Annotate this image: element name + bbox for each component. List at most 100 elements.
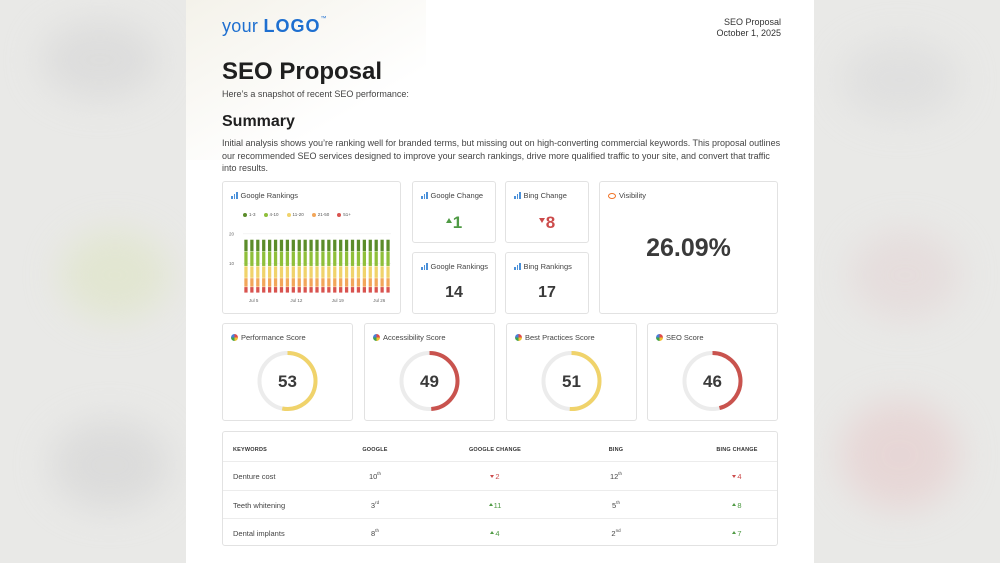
score-title: Performance Score bbox=[231, 333, 306, 342]
bar-segment bbox=[368, 287, 372, 293]
y-tick-label: 20 bbox=[229, 231, 235, 236]
bar-segment bbox=[321, 251, 325, 266]
bar-segment bbox=[362, 266, 366, 278]
arrow-up-icon bbox=[732, 531, 737, 535]
bar-segment bbox=[362, 251, 366, 266]
visibility-title: Visibility bbox=[608, 191, 646, 200]
legend-item: 4-10 bbox=[263, 212, 279, 217]
bar-segment bbox=[315, 278, 319, 287]
bar-segment bbox=[344, 239, 349, 252]
bing-rank-cell: 5th bbox=[576, 500, 656, 510]
bar-segment bbox=[309, 266, 313, 278]
bar-segment bbox=[344, 266, 349, 278]
bar-segment bbox=[297, 266, 301, 278]
score-value: 46 bbox=[703, 372, 722, 391]
document-meta: SEO Proposal October 1, 2025 bbox=[716, 17, 781, 39]
bar-segment bbox=[333, 251, 337, 266]
bar-segment bbox=[374, 239, 378, 252]
keyword-cell: Denture cost bbox=[233, 472, 276, 481]
bar-segment bbox=[309, 239, 313, 252]
bing-change: 8 bbox=[737, 500, 742, 510]
page-title: SEO Proposal bbox=[222, 58, 383, 85]
bar-segment bbox=[374, 266, 378, 278]
bing-rank: 2 bbox=[611, 528, 616, 538]
score-title: Best Practices Score bbox=[515, 333, 595, 342]
legend-swatch bbox=[243, 212, 247, 217]
bar-chart-icon bbox=[514, 192, 521, 199]
lighthouse-icon bbox=[656, 334, 663, 341]
bar-segment bbox=[279, 239, 284, 252]
bar-segment bbox=[386, 287, 390, 293]
google-rank-cell: 10th bbox=[335, 471, 415, 481]
bar-segment bbox=[344, 278, 349, 287]
x-tick-label: Jul 5 bbox=[249, 298, 259, 303]
bar-segment bbox=[327, 266, 331, 278]
bing-rank-cell: 12th bbox=[576, 471, 656, 481]
bar-segment bbox=[244, 266, 248, 278]
google-rankings-value: 14 bbox=[445, 284, 463, 301]
x-tick-label: Jul 19 bbox=[332, 298, 345, 303]
bar-segment bbox=[297, 251, 301, 266]
bar-segment bbox=[327, 239, 331, 252]
google-rankings-card: Google Rankings 14 bbox=[412, 252, 496, 314]
bar-segment bbox=[386, 278, 390, 287]
bar-segment bbox=[291, 239, 295, 252]
ordinal-suffix: th bbox=[618, 471, 623, 476]
bar-segment bbox=[279, 266, 284, 278]
score-gauge bbox=[682, 351, 743, 411]
bar-segment bbox=[285, 239, 290, 252]
bar-segment bbox=[273, 239, 278, 252]
bar-segment bbox=[386, 266, 390, 278]
lighthouse-icon bbox=[231, 334, 238, 341]
bar-segment bbox=[250, 266, 254, 278]
header-bing-change: BING CHANGE bbox=[716, 447, 758, 453]
logo-prefix: your bbox=[222, 16, 259, 36]
bing-change: 7 bbox=[737, 528, 742, 538]
legend-swatch bbox=[311, 212, 316, 217]
bing-change-value: 8 bbox=[545, 213, 556, 232]
gauge-arc bbox=[281, 351, 318, 411]
bar-segment bbox=[380, 239, 384, 252]
bar-segment bbox=[256, 266, 260, 278]
gauge-arc bbox=[712, 351, 743, 411]
bar-segment bbox=[256, 278, 260, 287]
bar-segment bbox=[303, 278, 307, 287]
arrow-down-icon bbox=[490, 474, 495, 478]
bar-segment bbox=[380, 266, 384, 278]
arrow-down-icon bbox=[732, 474, 737, 478]
bing-change: 4 bbox=[737, 472, 742, 481]
document-name: SEO Proposal bbox=[723, 17, 781, 27]
ordinal-suffix: nd bbox=[615, 527, 621, 533]
arrow-up-icon bbox=[488, 503, 493, 507]
bar-segment bbox=[303, 287, 307, 293]
bar-segment bbox=[380, 251, 384, 266]
bar-segment bbox=[362, 239, 366, 252]
google-change: 2 bbox=[495, 472, 500, 481]
best-practices-score-card: Best Practices Score 51 bbox=[506, 323, 637, 421]
legend-label: 51+ bbox=[343, 212, 351, 217]
bar-segment bbox=[291, 251, 295, 266]
bar-segment bbox=[356, 287, 361, 293]
bing-change-card: Bing Change 8 bbox=[505, 181, 589, 243]
bar-segment bbox=[327, 251, 331, 266]
google-rank-cell: 8th bbox=[335, 528, 415, 538]
score-gauge bbox=[399, 351, 460, 411]
bar-segment bbox=[350, 278, 355, 287]
ordinal-suffix: rd bbox=[375, 499, 380, 505]
proposal-page: your LOGO™ SEO Proposal October 1, 2025 … bbox=[186, 0, 814, 563]
header-keywords: KEYWORDS bbox=[233, 447, 267, 453]
bar-segment bbox=[256, 251, 260, 266]
bar-segment bbox=[291, 287, 295, 293]
google-rank: 10 bbox=[368, 472, 378, 481]
bar-segment bbox=[273, 287, 278, 293]
visibility-value: 26.09% bbox=[646, 234, 731, 262]
bar-segment bbox=[285, 266, 290, 278]
table-header-row: KEYWORDS GOOGLE GOOGLE CHANGE BING BING … bbox=[223, 444, 777, 456]
legend-swatch bbox=[286, 212, 291, 217]
bar-segment bbox=[256, 287, 260, 293]
bar-segment bbox=[327, 278, 331, 287]
logo-tm: ™ bbox=[320, 16, 327, 22]
google-change-label: Google Change bbox=[430, 191, 484, 200]
document-date: October 1, 2025 bbox=[716, 28, 781, 38]
score-title: Accessibility Score bbox=[373, 333, 446, 342]
